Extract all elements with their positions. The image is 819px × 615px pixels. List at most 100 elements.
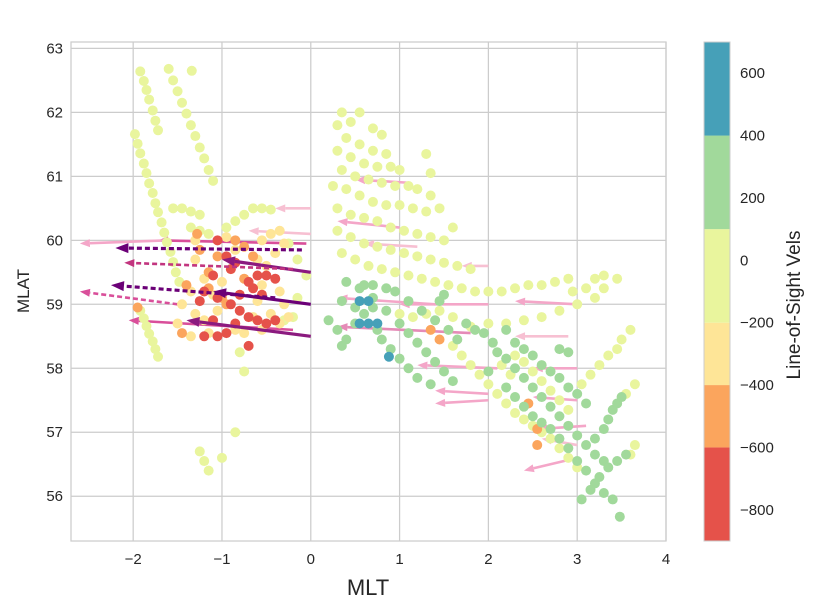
data-point [536, 312, 547, 323]
vector-head [115, 243, 129, 254]
data-point [274, 286, 285, 297]
data-point [545, 366, 556, 377]
y-tick-label: 60 [46, 232, 63, 249]
data-point [372, 161, 383, 172]
data-point [536, 360, 547, 371]
data-point [447, 222, 458, 233]
data-point [359, 212, 370, 223]
data-point [629, 440, 640, 451]
data-point [443, 324, 454, 335]
data-point [496, 286, 507, 297]
data-point [345, 152, 356, 163]
data-point [518, 356, 529, 367]
y-tick-label: 57 [46, 424, 63, 441]
data-point [510, 392, 521, 403]
data-point [421, 206, 432, 217]
data-point [536, 417, 547, 428]
data-point [629, 379, 640, 390]
data-points [129, 63, 640, 522]
data-point [194, 142, 205, 153]
data-point [138, 76, 149, 87]
x-tick-labels: −2 −1 0 1 2 3 4 [125, 551, 671, 568]
data-point [434, 203, 445, 214]
data-point [367, 123, 378, 134]
data-point [598, 270, 609, 281]
vector-shaft [89, 239, 169, 245]
data-point [208, 175, 219, 186]
data-point [190, 308, 201, 319]
data-point [172, 86, 183, 97]
data-point [354, 107, 365, 118]
data-point [465, 264, 476, 275]
colorbar-bin [704, 447, 730, 541]
data-point [359, 308, 370, 319]
data-point [430, 356, 441, 367]
data-point [381, 283, 392, 294]
data-point [261, 318, 272, 329]
data-point [225, 299, 236, 310]
data-point [425, 190, 436, 201]
data-point [614, 511, 625, 522]
colorbar-bin [704, 322, 730, 386]
data-point [363, 174, 374, 185]
data-point [248, 203, 259, 214]
data-point [147, 336, 158, 347]
data-point [243, 340, 254, 351]
data-point [581, 283, 592, 294]
data-point [212, 305, 223, 316]
data-point [416, 305, 427, 316]
data-point [403, 270, 414, 281]
data-point [501, 324, 512, 335]
data-point [144, 328, 155, 339]
data-point [367, 280, 378, 291]
y-tick-label: 61 [46, 168, 63, 185]
vector-shaft [234, 259, 312, 274]
data-point [141, 321, 152, 332]
data-point [470, 324, 481, 335]
data-point [147, 187, 158, 198]
x-tick-label: −1 [213, 551, 230, 568]
data-point [510, 337, 521, 348]
data-point [216, 276, 227, 287]
data-point [452, 334, 463, 345]
data-point [354, 296, 365, 307]
data-point [625, 324, 636, 335]
data-point [141, 168, 152, 179]
data-point [390, 267, 401, 278]
data-point [372, 318, 383, 329]
data-point [194, 209, 205, 220]
data-point [572, 456, 583, 467]
data-point [170, 267, 181, 278]
vector-head [221, 256, 236, 267]
data-point [527, 411, 538, 422]
data-point [144, 94, 155, 105]
data-point [598, 488, 609, 499]
data-point [434, 334, 445, 345]
data-point [163, 63, 174, 74]
data-point [381, 148, 392, 159]
data-point [545, 433, 556, 444]
data-point [563, 452, 574, 463]
data-point [248, 251, 259, 262]
data-point [332, 225, 343, 236]
data-point [412, 372, 423, 383]
vector-head [186, 316, 200, 327]
x-tick-label: 0 [307, 551, 315, 568]
vector-arrow [110, 281, 276, 300]
vector-head [275, 204, 286, 213]
data-point [332, 120, 343, 131]
data-point [150, 344, 161, 355]
data-point [203, 164, 214, 175]
vector-arrow [186, 316, 311, 338]
data-point [585, 369, 596, 380]
data-point [381, 305, 392, 316]
data-point [177, 328, 188, 339]
vector-head [515, 332, 526, 341]
data-point [153, 125, 164, 136]
vector-arrow [435, 398, 489, 407]
vector-head [79, 239, 91, 248]
data-point [567, 286, 578, 297]
colorbar-tick-label: 600 [740, 65, 765, 82]
y-axis-label: MLAT [14, 269, 33, 313]
vector-shaft [89, 291, 178, 306]
